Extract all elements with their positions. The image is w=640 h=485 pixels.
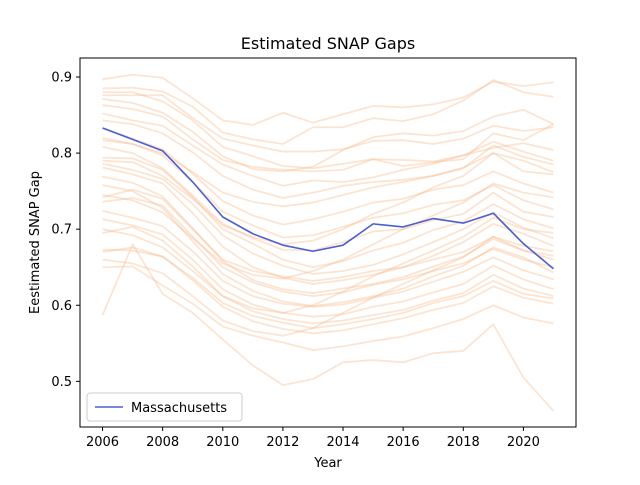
state-series-line-2 [102, 79, 554, 145]
state-series-line-4 [102, 94, 554, 153]
state-series-line-13 [102, 162, 554, 275]
plot-frame [79, 57, 577, 428]
y-axis: 0.5 0.6 0.7 0.8 0.9 [51, 71, 80, 390]
massachusetts-line [102, 127, 554, 270]
chart-title: Estimated SNAP Gaps [241, 34, 415, 53]
state-series-line-24 [102, 265, 554, 352]
y-tick-label: 0.8 [51, 147, 72, 162]
x-axis: 2006 2008 2010 2012 2014 2016 2018 2020 [86, 427, 540, 450]
x-tick-label: 2018 [447, 435, 480, 450]
state-series-line-6 [102, 104, 554, 173]
state-series-line-15 [102, 175, 554, 294]
state-series-line-7 [102, 112, 554, 187]
x-tick-label: 2010 [206, 435, 239, 450]
state-series-line-29 [102, 235, 554, 337]
x-tick-label: 2006 [86, 435, 119, 450]
state-series-line-26 [102, 152, 554, 246]
state-series-line-12 [102, 156, 554, 269]
state-series-line-5 [102, 98, 554, 173]
highlight-layer [102, 127, 554, 270]
x-tick-label: 2016 [387, 435, 420, 450]
y-tick-label: 0.7 [51, 223, 72, 238]
x-tick-label: 2012 [266, 435, 299, 450]
series-layer [101, 73, 555, 412]
state-series-line-3 [102, 91, 554, 170]
state-series-line-20 [102, 218, 554, 318]
state-series-line-9 [102, 127, 554, 226]
state-series-line-16 [102, 184, 554, 307]
state-series-line-27 [102, 182, 554, 280]
x-tick-label: 2014 [326, 435, 359, 450]
x-tick-label: 2020 [507, 435, 540, 450]
state-series-line-21 [102, 226, 554, 325]
y-tick-label: 0.6 [51, 299, 72, 314]
state-series-line-11 [102, 146, 554, 252]
y-axis-label: Eestimated SNAP Gap [28, 171, 43, 314]
legend-box [86, 392, 243, 422]
state-series-line-25 [101, 243, 555, 412]
state-series-line-19 [102, 210, 554, 308]
state-series-line-18 [102, 197, 554, 298]
legend: Massachusetts [86, 392, 243, 422]
state-series-line-1 [102, 73, 554, 126]
y-tick-label: 0.5 [51, 375, 72, 390]
state-series-line-17 [102, 188, 554, 282]
state-series-line-23 [102, 246, 554, 329]
state-series-line-28 [102, 216, 554, 314]
legend-entry-massachusetts: Massachusetts [131, 401, 227, 416]
y-tick-label: 0.9 [51, 71, 72, 86]
state-series-line-8 [102, 119, 554, 199]
x-tick-label: 2008 [146, 435, 179, 450]
state-series-line-10 [102, 139, 554, 239]
x-axis-label: Year [313, 456, 342, 471]
state-series-line-14 [102, 166, 554, 285]
state-series-line-30 [102, 137, 554, 208]
state-series-line-22 [102, 248, 554, 335]
